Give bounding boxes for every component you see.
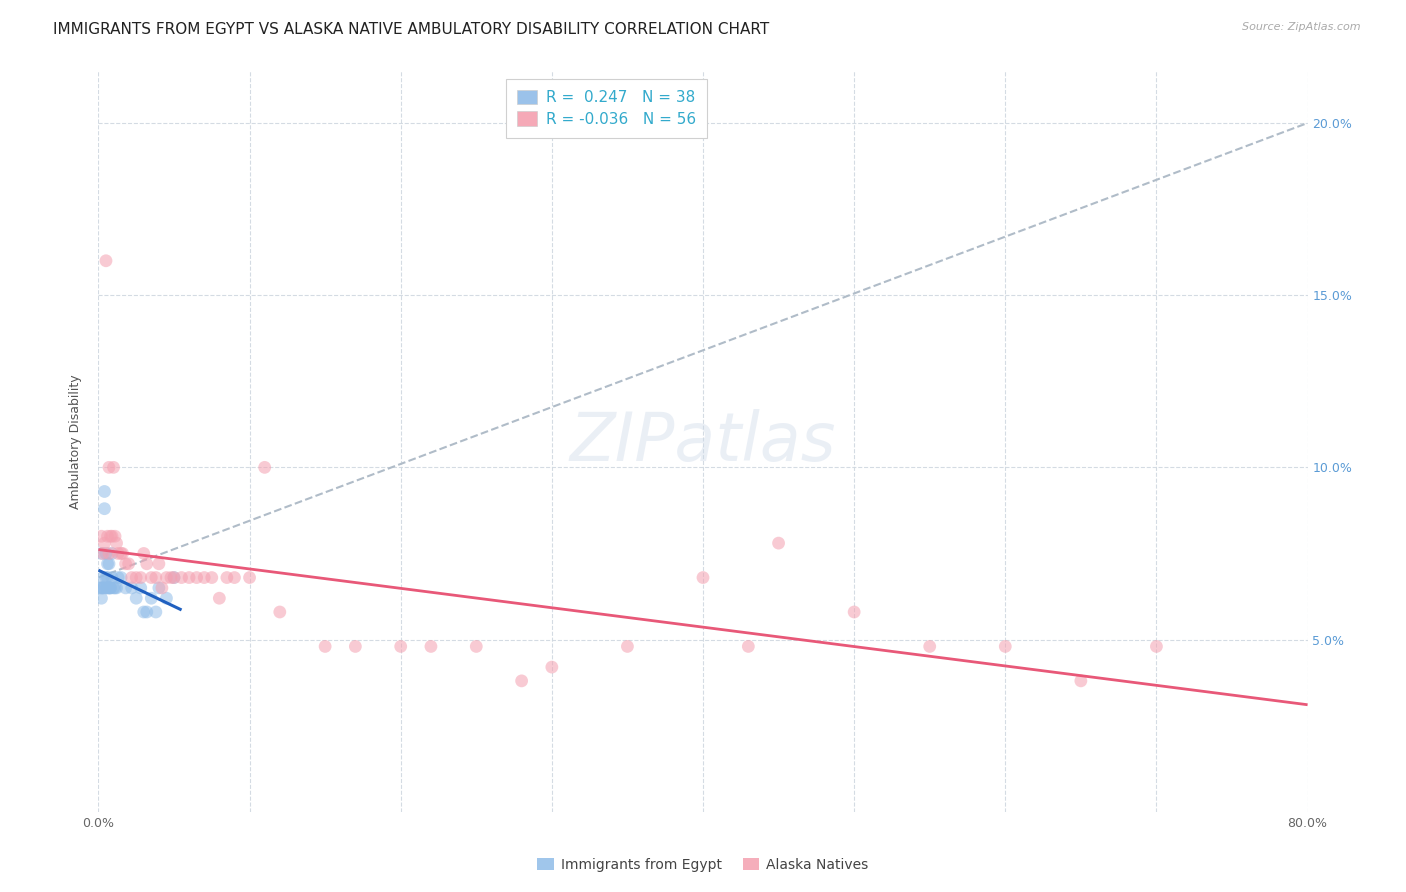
Point bbox=[114, 581, 136, 595]
Point bbox=[94, 570, 117, 584]
Point bbox=[125, 570, 148, 584]
Point bbox=[145, 570, 167, 584]
Point bbox=[179, 570, 201, 584]
Point bbox=[96, 570, 118, 584]
Text: IMMIGRANTS FROM EGYPT VS ALASKA NATIVE AMBULATORY DISABILITY CORRELATION CHART: IMMIGRANTS FROM EGYPT VS ALASKA NATIVE A… bbox=[53, 22, 769, 37]
Point bbox=[994, 640, 1017, 654]
Point bbox=[155, 570, 177, 584]
Point bbox=[100, 581, 122, 595]
Point bbox=[141, 570, 163, 584]
Point bbox=[132, 605, 155, 619]
Point bbox=[253, 460, 276, 475]
Point bbox=[93, 536, 115, 550]
Point bbox=[768, 536, 790, 550]
Point bbox=[344, 640, 367, 654]
Text: ZIPatlas: ZIPatlas bbox=[569, 409, 837, 475]
Point bbox=[89, 581, 111, 595]
Point bbox=[110, 570, 132, 584]
Point bbox=[215, 570, 238, 584]
Point bbox=[90, 591, 112, 606]
Point bbox=[90, 581, 112, 595]
Point bbox=[510, 673, 533, 688]
Point bbox=[692, 570, 714, 584]
Point bbox=[96, 529, 118, 543]
Point bbox=[135, 557, 157, 571]
Point bbox=[155, 591, 177, 606]
Point bbox=[208, 591, 231, 606]
Legend: Immigrants from Egypt, Alaska Natives: Immigrants from Egypt, Alaska Natives bbox=[530, 851, 876, 879]
Point bbox=[1144, 640, 1167, 654]
Point bbox=[150, 581, 173, 595]
Point bbox=[141, 591, 163, 606]
Point bbox=[148, 581, 170, 595]
Point bbox=[103, 460, 125, 475]
Point bbox=[107, 570, 129, 584]
Point bbox=[98, 557, 121, 571]
Point bbox=[170, 570, 193, 584]
Point bbox=[94, 546, 117, 560]
Point bbox=[224, 570, 246, 584]
Point bbox=[100, 581, 122, 595]
Point bbox=[110, 546, 132, 560]
Point bbox=[135, 605, 157, 619]
Point bbox=[540, 660, 562, 674]
Point bbox=[104, 581, 127, 595]
Point bbox=[420, 640, 443, 654]
Point bbox=[98, 581, 121, 595]
Point bbox=[114, 557, 136, 571]
Point bbox=[193, 570, 215, 584]
Point bbox=[91, 581, 114, 595]
Point bbox=[160, 570, 183, 584]
Point bbox=[98, 581, 121, 595]
Point bbox=[844, 605, 866, 619]
Point bbox=[105, 536, 128, 550]
Point bbox=[125, 591, 148, 606]
Point bbox=[100, 529, 122, 543]
Point bbox=[163, 570, 186, 584]
Point bbox=[104, 529, 127, 543]
Point bbox=[163, 570, 186, 584]
Point bbox=[616, 640, 638, 654]
Point bbox=[111, 546, 134, 560]
Point bbox=[148, 557, 170, 571]
Y-axis label: Ambulatory Disability: Ambulatory Disability bbox=[69, 375, 83, 508]
Point bbox=[98, 546, 121, 560]
Point bbox=[98, 460, 121, 475]
Point bbox=[93, 501, 115, 516]
Point bbox=[121, 570, 143, 584]
Point bbox=[201, 570, 224, 584]
Point bbox=[145, 605, 167, 619]
Point bbox=[107, 546, 129, 560]
Point bbox=[91, 546, 114, 560]
Point bbox=[132, 546, 155, 560]
Point bbox=[96, 581, 118, 595]
Point bbox=[91, 581, 114, 595]
Point bbox=[90, 529, 112, 543]
Point bbox=[94, 581, 117, 595]
Point bbox=[93, 484, 115, 499]
Point bbox=[121, 581, 143, 595]
Point bbox=[465, 640, 488, 654]
Point bbox=[129, 570, 152, 584]
Point bbox=[314, 640, 336, 654]
Point bbox=[103, 581, 125, 595]
Point bbox=[94, 253, 117, 268]
Point bbox=[186, 570, 208, 584]
Point bbox=[737, 640, 759, 654]
Text: Source: ZipAtlas.com: Source: ZipAtlas.com bbox=[1243, 22, 1361, 32]
Point bbox=[105, 581, 128, 595]
Point bbox=[101, 529, 124, 543]
Point bbox=[389, 640, 412, 654]
Point bbox=[91, 570, 114, 584]
Point bbox=[118, 557, 141, 571]
Point bbox=[101, 546, 124, 560]
Point bbox=[269, 605, 291, 619]
Point bbox=[96, 557, 118, 571]
Point bbox=[129, 581, 152, 595]
Point bbox=[101, 570, 124, 584]
Point bbox=[90, 546, 112, 560]
Point bbox=[1070, 673, 1092, 688]
Point bbox=[918, 640, 941, 654]
Point bbox=[239, 570, 262, 584]
